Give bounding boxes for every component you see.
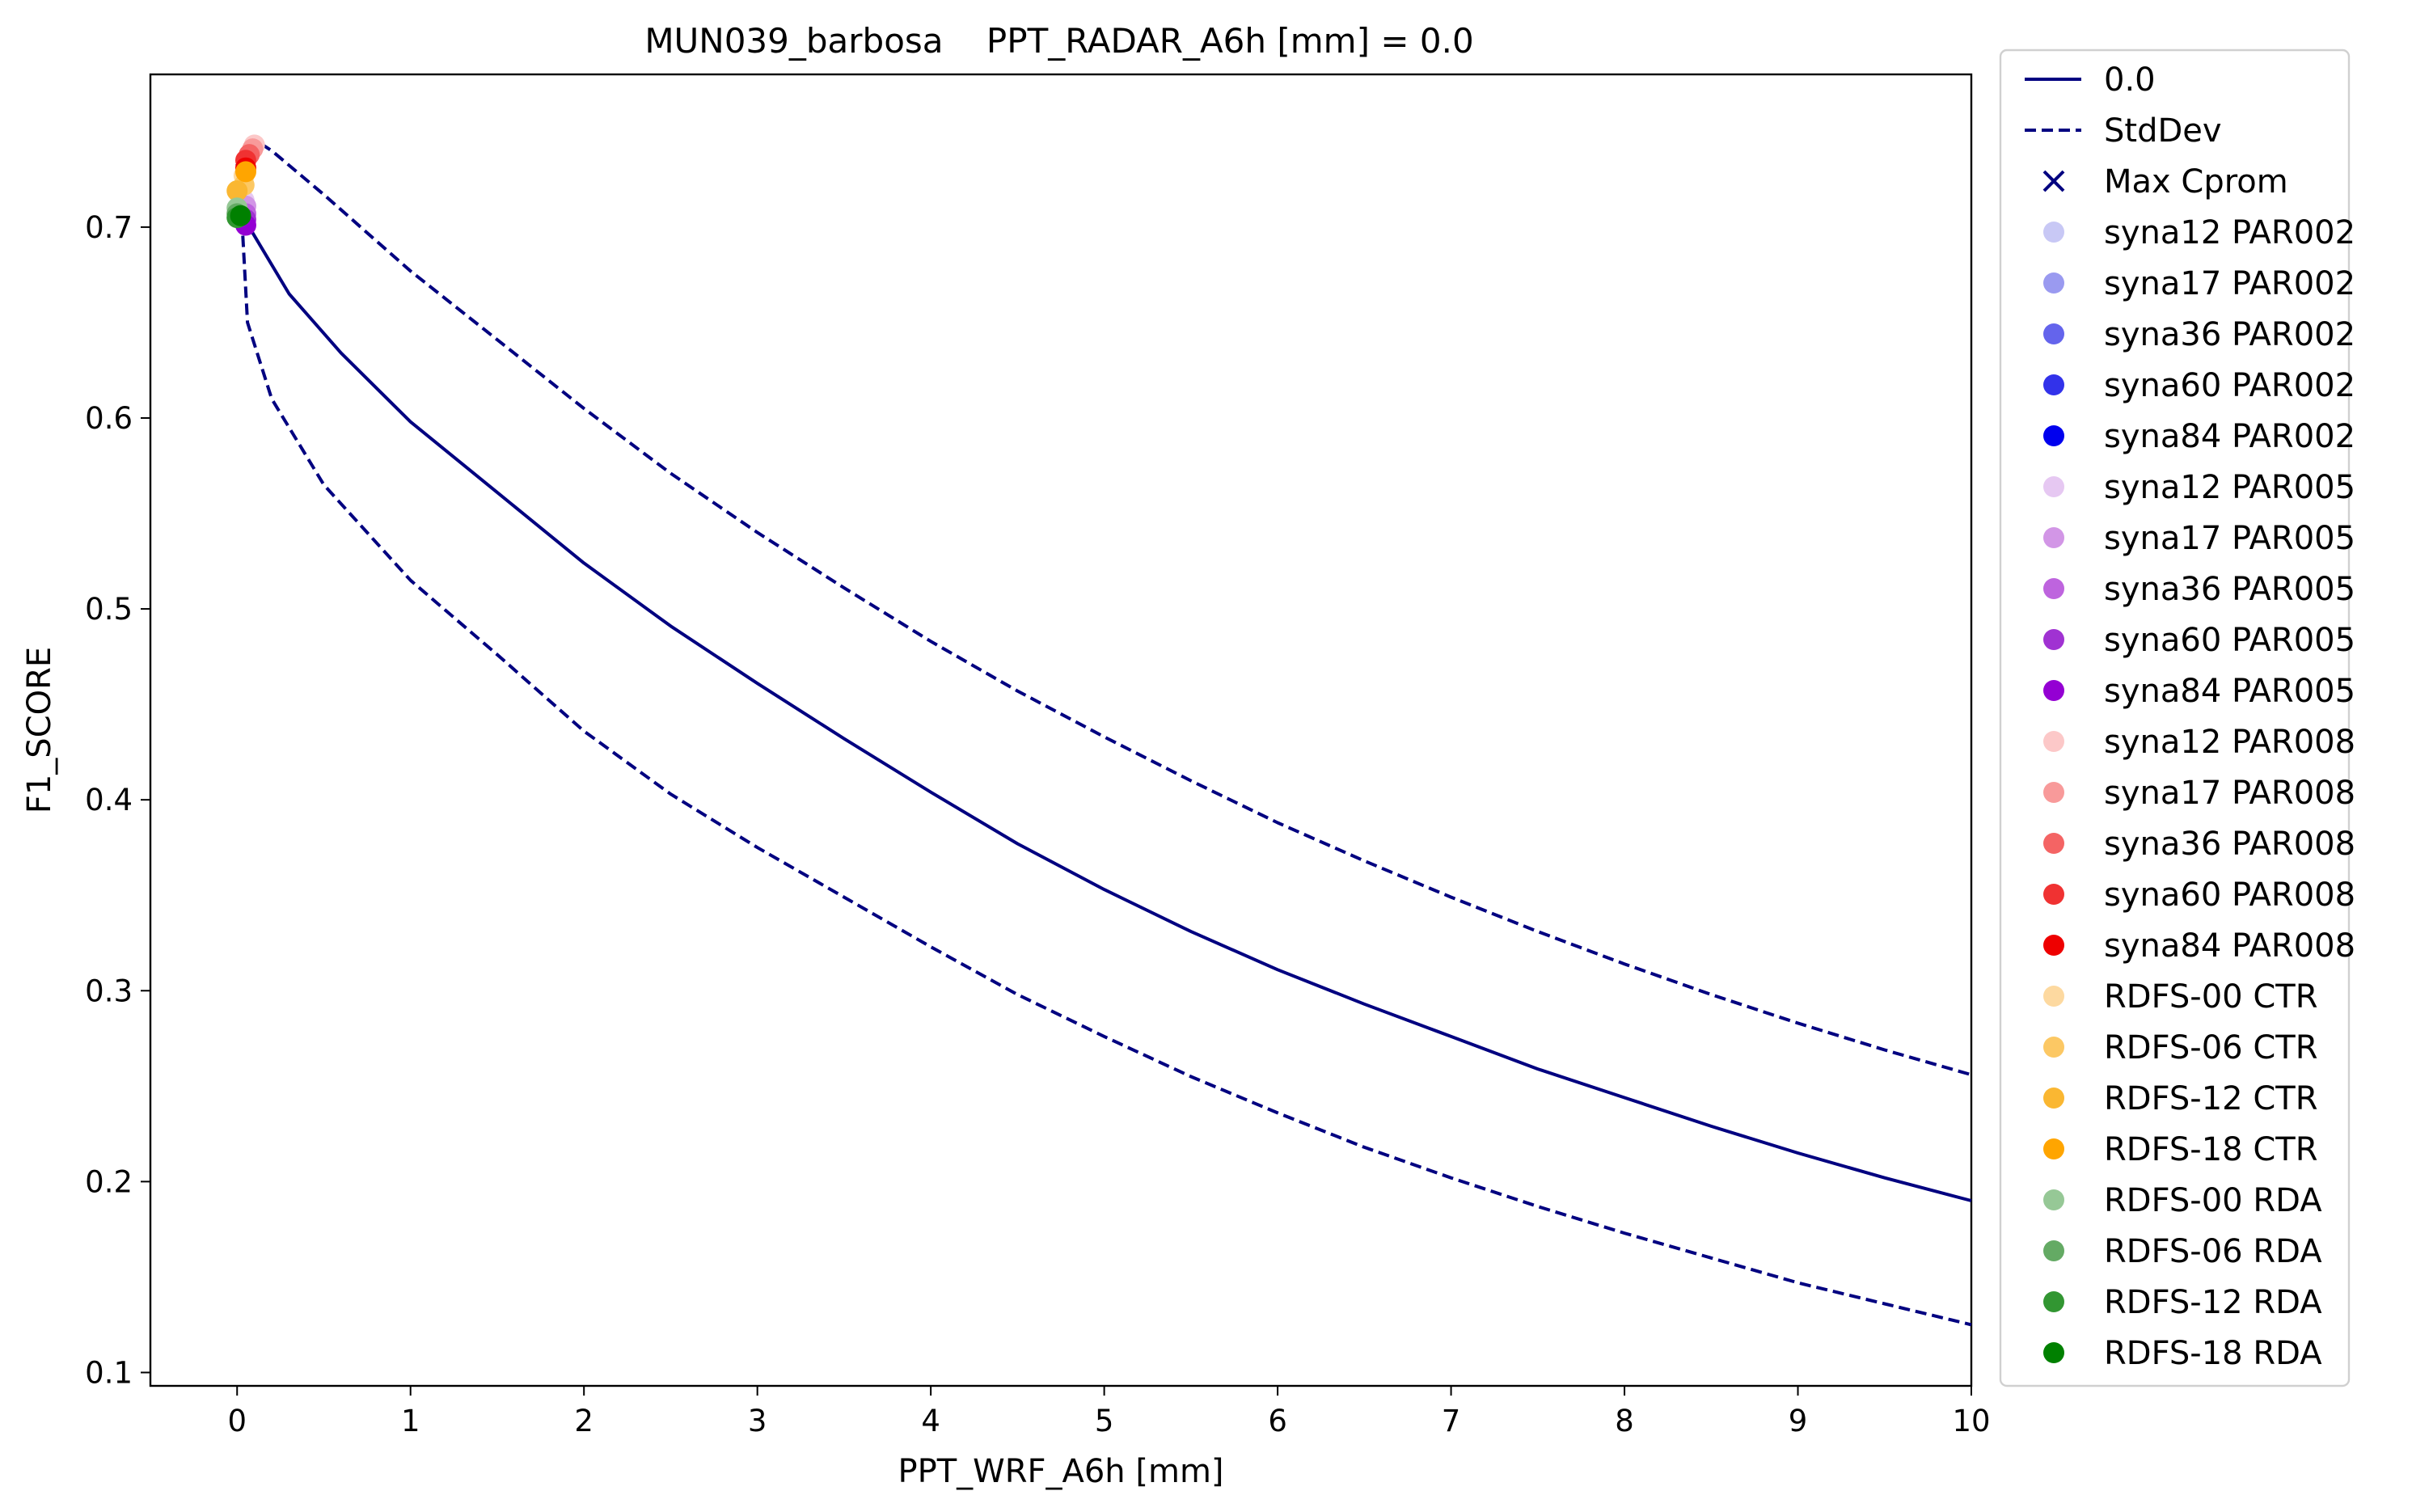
legend-label: syna36 PAR005 bbox=[2104, 571, 2355, 608]
legend-label: syna12 PAR008 bbox=[2104, 724, 2355, 761]
legend-swatch bbox=[2043, 986, 2064, 1007]
scatter-point bbox=[226, 180, 248, 202]
legend-swatch bbox=[2043, 1342, 2064, 1363]
legend-label: StdDev bbox=[2104, 112, 2222, 150]
legend-label: RDFS-12 RDA bbox=[2104, 1284, 2322, 1321]
x-axis-label: PPT_WRF_A6h [mm] bbox=[898, 1453, 1223, 1490]
x-tick-label: 8 bbox=[1615, 1404, 1634, 1438]
legend-label: RDFS-06 CTR bbox=[2104, 1029, 2318, 1066]
y-tick-label: 0.3 bbox=[85, 974, 133, 1008]
legend-swatch bbox=[2043, 782, 2064, 803]
legend-label: RDFS-00 RDA bbox=[2104, 1182, 2322, 1219]
legend-swatch bbox=[2043, 731, 2064, 752]
legend-swatch bbox=[2043, 374, 2064, 395]
x-tick-label: 5 bbox=[1095, 1404, 1114, 1438]
x-tick-label: 3 bbox=[748, 1404, 767, 1438]
legend-label: syna36 PAR002 bbox=[2104, 316, 2355, 353]
legend-swatch bbox=[2042, 170, 2065, 192]
x-tick-label: 4 bbox=[921, 1404, 940, 1438]
x-tick-label: 0 bbox=[227, 1404, 247, 1438]
legend-label: syna60 PAR005 bbox=[2104, 622, 2355, 659]
mean-line bbox=[235, 163, 1972, 1202]
legend-label: syna60 PAR002 bbox=[2104, 367, 2355, 404]
legend-swatch bbox=[2043, 1088, 2064, 1109]
legend-label: syna84 PAR002 bbox=[2104, 418, 2355, 455]
legend-label: RDFS-18 CTR bbox=[2104, 1131, 2318, 1168]
legend-swatch bbox=[2043, 1138, 2064, 1159]
legend-swatch bbox=[2043, 425, 2064, 446]
legend-label: syna84 PAR008 bbox=[2104, 927, 2355, 965]
legend-swatch bbox=[2043, 680, 2064, 701]
legend-label: syna12 PAR005 bbox=[2104, 469, 2355, 506]
plot-frame bbox=[149, 73, 1973, 1387]
y-tick-label: 0.4 bbox=[85, 783, 133, 817]
legend-swatch bbox=[2043, 884, 2064, 905]
legend-swatch bbox=[2043, 629, 2064, 650]
legend-label: Max Cprom bbox=[2104, 163, 2288, 201]
y-tick-label: 0.2 bbox=[85, 1164, 133, 1199]
legend-swatch bbox=[2043, 323, 2064, 344]
x-tick-label: 9 bbox=[1789, 1404, 1808, 1438]
x-axis: 0 1 2 3 4 5 6 7 8 9 10 bbox=[227, 1386, 1991, 1438]
y-axis: 0.1 0.2 0.3 0.4 0.5 0.6 0.7 bbox=[85, 210, 150, 1390]
legend-label: RDFS-18 RDA bbox=[2104, 1335, 2322, 1372]
plot-area bbox=[149, 73, 1973, 1387]
legend-label: RDFS-00 CTR bbox=[2104, 978, 2318, 1016]
x-tick-label: 2 bbox=[574, 1404, 593, 1438]
legend: 0.0 StdDev Max Cprom syna12 PAR002 syna17 PA… bbox=[1999, 49, 2355, 1387]
y-tick-label: 0.6 bbox=[85, 401, 133, 436]
scatter-point bbox=[234, 161, 256, 183]
legend-label: syna60 PAR008 bbox=[2104, 876, 2355, 914]
x-tick-label: 10 bbox=[1952, 1404, 1990, 1438]
legend-swatch bbox=[2043, 1189, 2064, 1210]
legend-swatch bbox=[2043, 1291, 2064, 1312]
series-layer bbox=[235, 135, 1972, 1327]
legend-label: 0.0 bbox=[2104, 61, 2156, 99]
x-tick-label: 6 bbox=[1268, 1404, 1287, 1438]
legend-label: syna84 PAR005 bbox=[2104, 673, 2355, 710]
legend-label: syna12 PAR002 bbox=[2104, 214, 2355, 251]
y-tick-label: 0.7 bbox=[85, 210, 133, 245]
legend-swatch bbox=[2043, 833, 2064, 854]
y-tick-label: 0.5 bbox=[85, 592, 133, 627]
x-tick-label: 7 bbox=[1442, 1404, 1461, 1438]
legend-frame bbox=[1999, 49, 2351, 1387]
stddev-line bbox=[240, 135, 1972, 1077]
scatter-layer bbox=[226, 134, 265, 236]
legend-swatch bbox=[2043, 1240, 2064, 1261]
legend-label: syna17 PAR005 bbox=[2104, 520, 2355, 557]
legend-label: RDFS-06 RDA bbox=[2104, 1233, 2322, 1270]
legend-swatch bbox=[2043, 272, 2064, 294]
legend-swatch bbox=[2043, 527, 2064, 548]
stddev-line bbox=[235, 201, 1972, 1327]
legend-label: syna17 PAR002 bbox=[2104, 265, 2355, 302]
y-tick-label: 0.1 bbox=[85, 1355, 133, 1390]
legend-swatch bbox=[2043, 476, 2064, 497]
legend-label: RDFS-12 CTR bbox=[2104, 1080, 2318, 1117]
y-axis-label: F1_SCORE bbox=[21, 647, 58, 813]
legend-label: syna36 PAR008 bbox=[2104, 826, 2355, 863]
x-tick-label: 1 bbox=[401, 1404, 420, 1438]
legend-swatch bbox=[2043, 222, 2064, 243]
chart-title: MUN039_barbosa PPT_RADAR_A6h [mm] = 0.0 bbox=[644, 21, 1473, 61]
legend-label: syna17 PAR008 bbox=[2104, 775, 2355, 812]
legend-swatch bbox=[2043, 1037, 2064, 1058]
legend-swatch bbox=[2043, 935, 2064, 956]
scatter-point bbox=[230, 205, 251, 226]
legend-swatch bbox=[2043, 578, 2064, 599]
